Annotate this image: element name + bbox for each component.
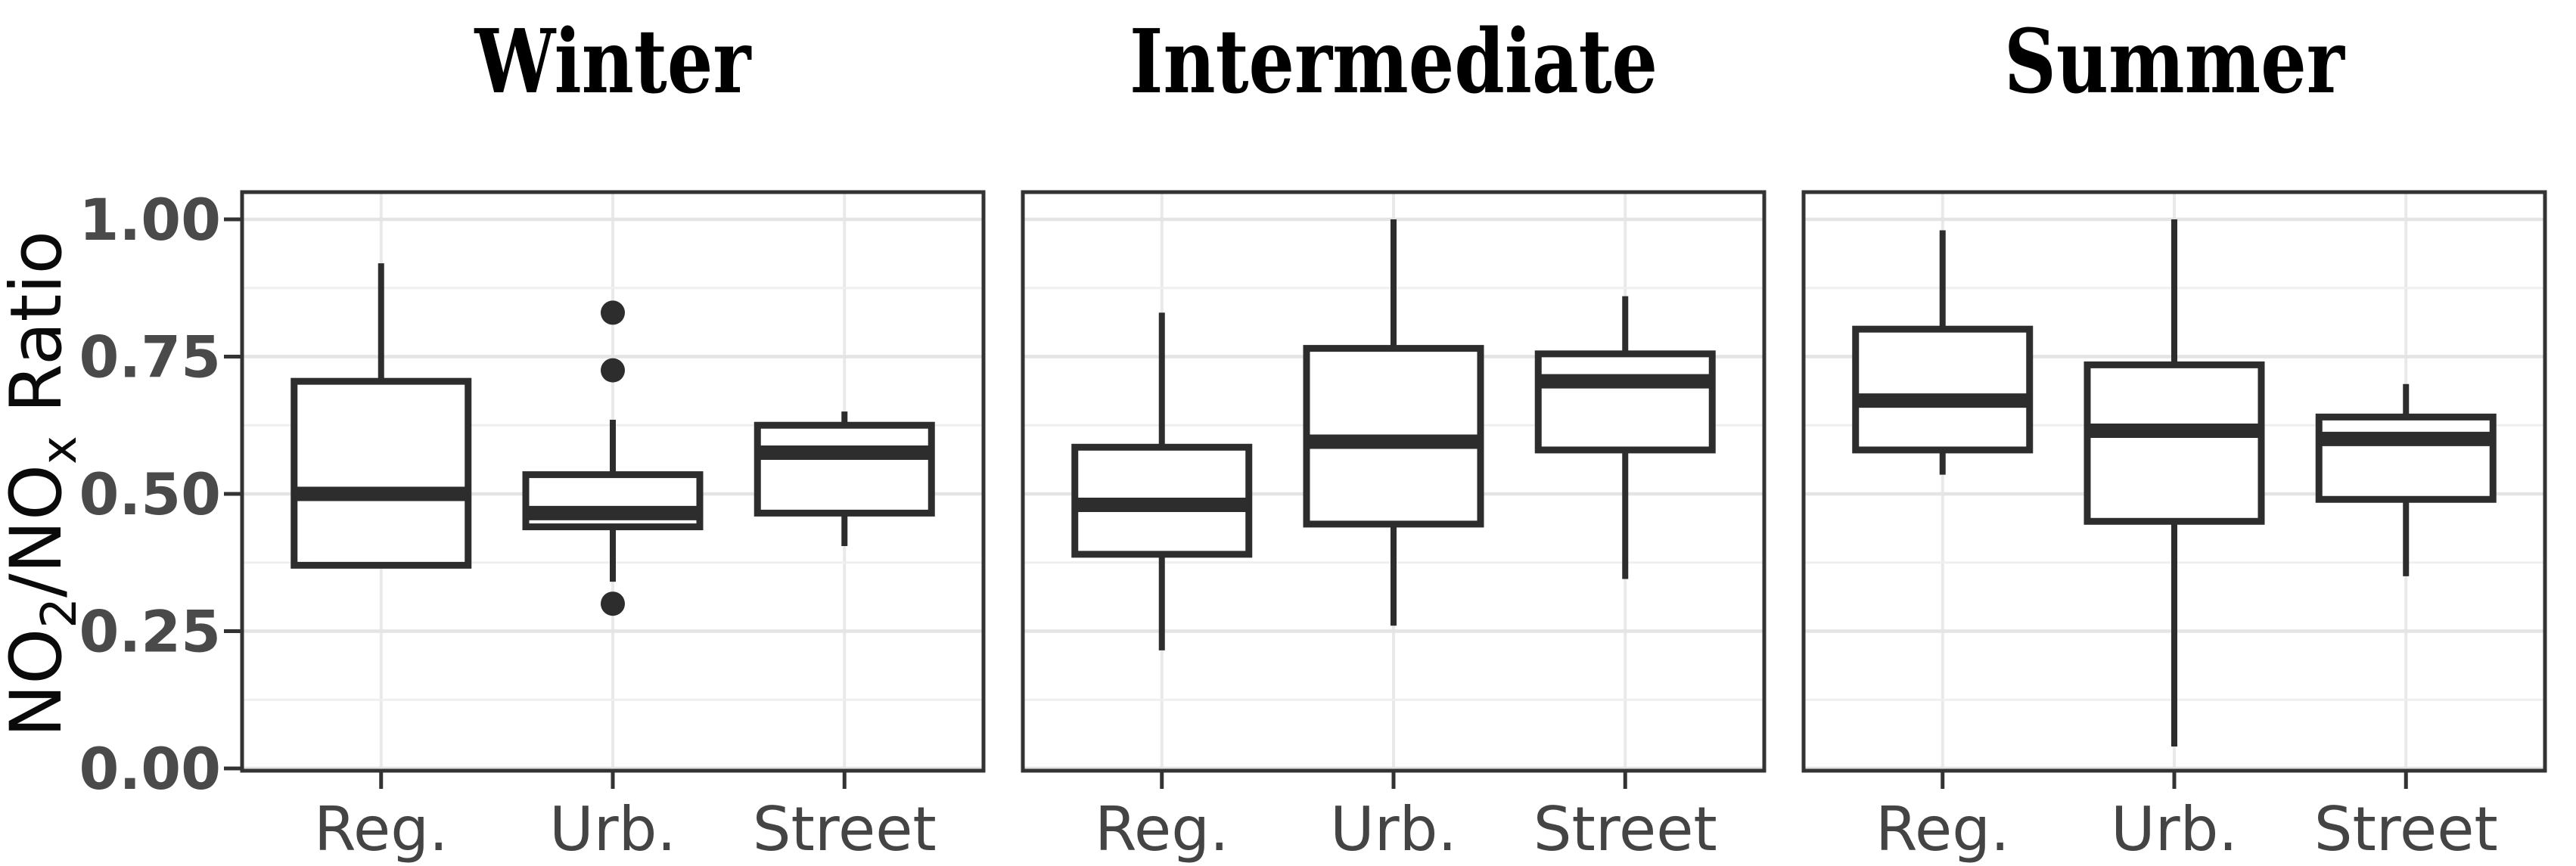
iqr-box	[1534, 350, 1716, 454]
y-axis-tick-label: 0.25	[79, 598, 221, 666]
x-axis-category-label: Urb.	[2111, 794, 2238, 864]
y-axis-title-subscript: x	[32, 436, 88, 464]
y-axis-tick-label: 1.00	[79, 186, 221, 253]
y-axis-title-text: /NO	[0, 464, 78, 598]
box-intermediate-street	[1534, 296, 1716, 579]
panel-winter: Winter Reg. Urb. Street	[240, 11, 986, 864]
y-axis-title-text: NO	[0, 629, 78, 737]
x-axis-category-label: Street	[1533, 794, 1717, 864]
panel-title: Intermediate	[1130, 11, 1658, 114]
iqr-box	[2315, 413, 2497, 503]
x-axis-category-label: Street	[2314, 794, 2498, 864]
panel-title: Summer	[2004, 11, 2345, 114]
iqr-box	[291, 377, 472, 569]
box-summer-reg	[1852, 230, 2034, 475]
box-winter-street	[754, 411, 935, 546]
y-axis-tick-label: 0.00	[79, 735, 221, 802]
panel-title: Winter	[474, 11, 752, 114]
iqr-box	[754, 421, 935, 517]
y-axis-tick-label: 0.50	[79, 461, 221, 528]
outlier-point	[601, 300, 625, 325]
iqr-box	[1852, 325, 2034, 454]
outlier-point	[601, 358, 625, 383]
box-winter-urb	[522, 300, 704, 616]
box-summer-street	[2315, 383, 2497, 576]
x-axis-category-label: Reg.	[1875, 794, 2009, 864]
x-axis-category-label: Urb.	[549, 794, 676, 864]
y-axis-title-text: Ratio	[0, 231, 78, 436]
x-axis-category-label: Reg.	[1095, 794, 1229, 864]
box-intermediate-urb	[1303, 219, 1484, 626]
x-axis-category-label: Urb.	[1330, 794, 1457, 864]
outlier-point	[601, 591, 625, 616]
box-intermediate-reg	[1071, 312, 1253, 650]
y-axis-title: NO2/NOx Ratio	[0, 231, 88, 737]
x-axis-category-label: Reg.	[314, 794, 448, 864]
box-winter-reg	[291, 263, 472, 569]
panel-intermediate: Intermediate Reg. Urb. Street	[1021, 11, 1767, 864]
x-axis-category-label: Street	[753, 794, 937, 864]
iqr-box	[2083, 361, 2265, 525]
panel-summer: Summer Reg. Urb. Street	[1801, 11, 2547, 864]
box-summer-urb	[2083, 219, 2265, 746]
y-axis-tick-label: 0.75	[79, 324, 221, 391]
y-axis-title-subscript: 2	[32, 598, 88, 629]
